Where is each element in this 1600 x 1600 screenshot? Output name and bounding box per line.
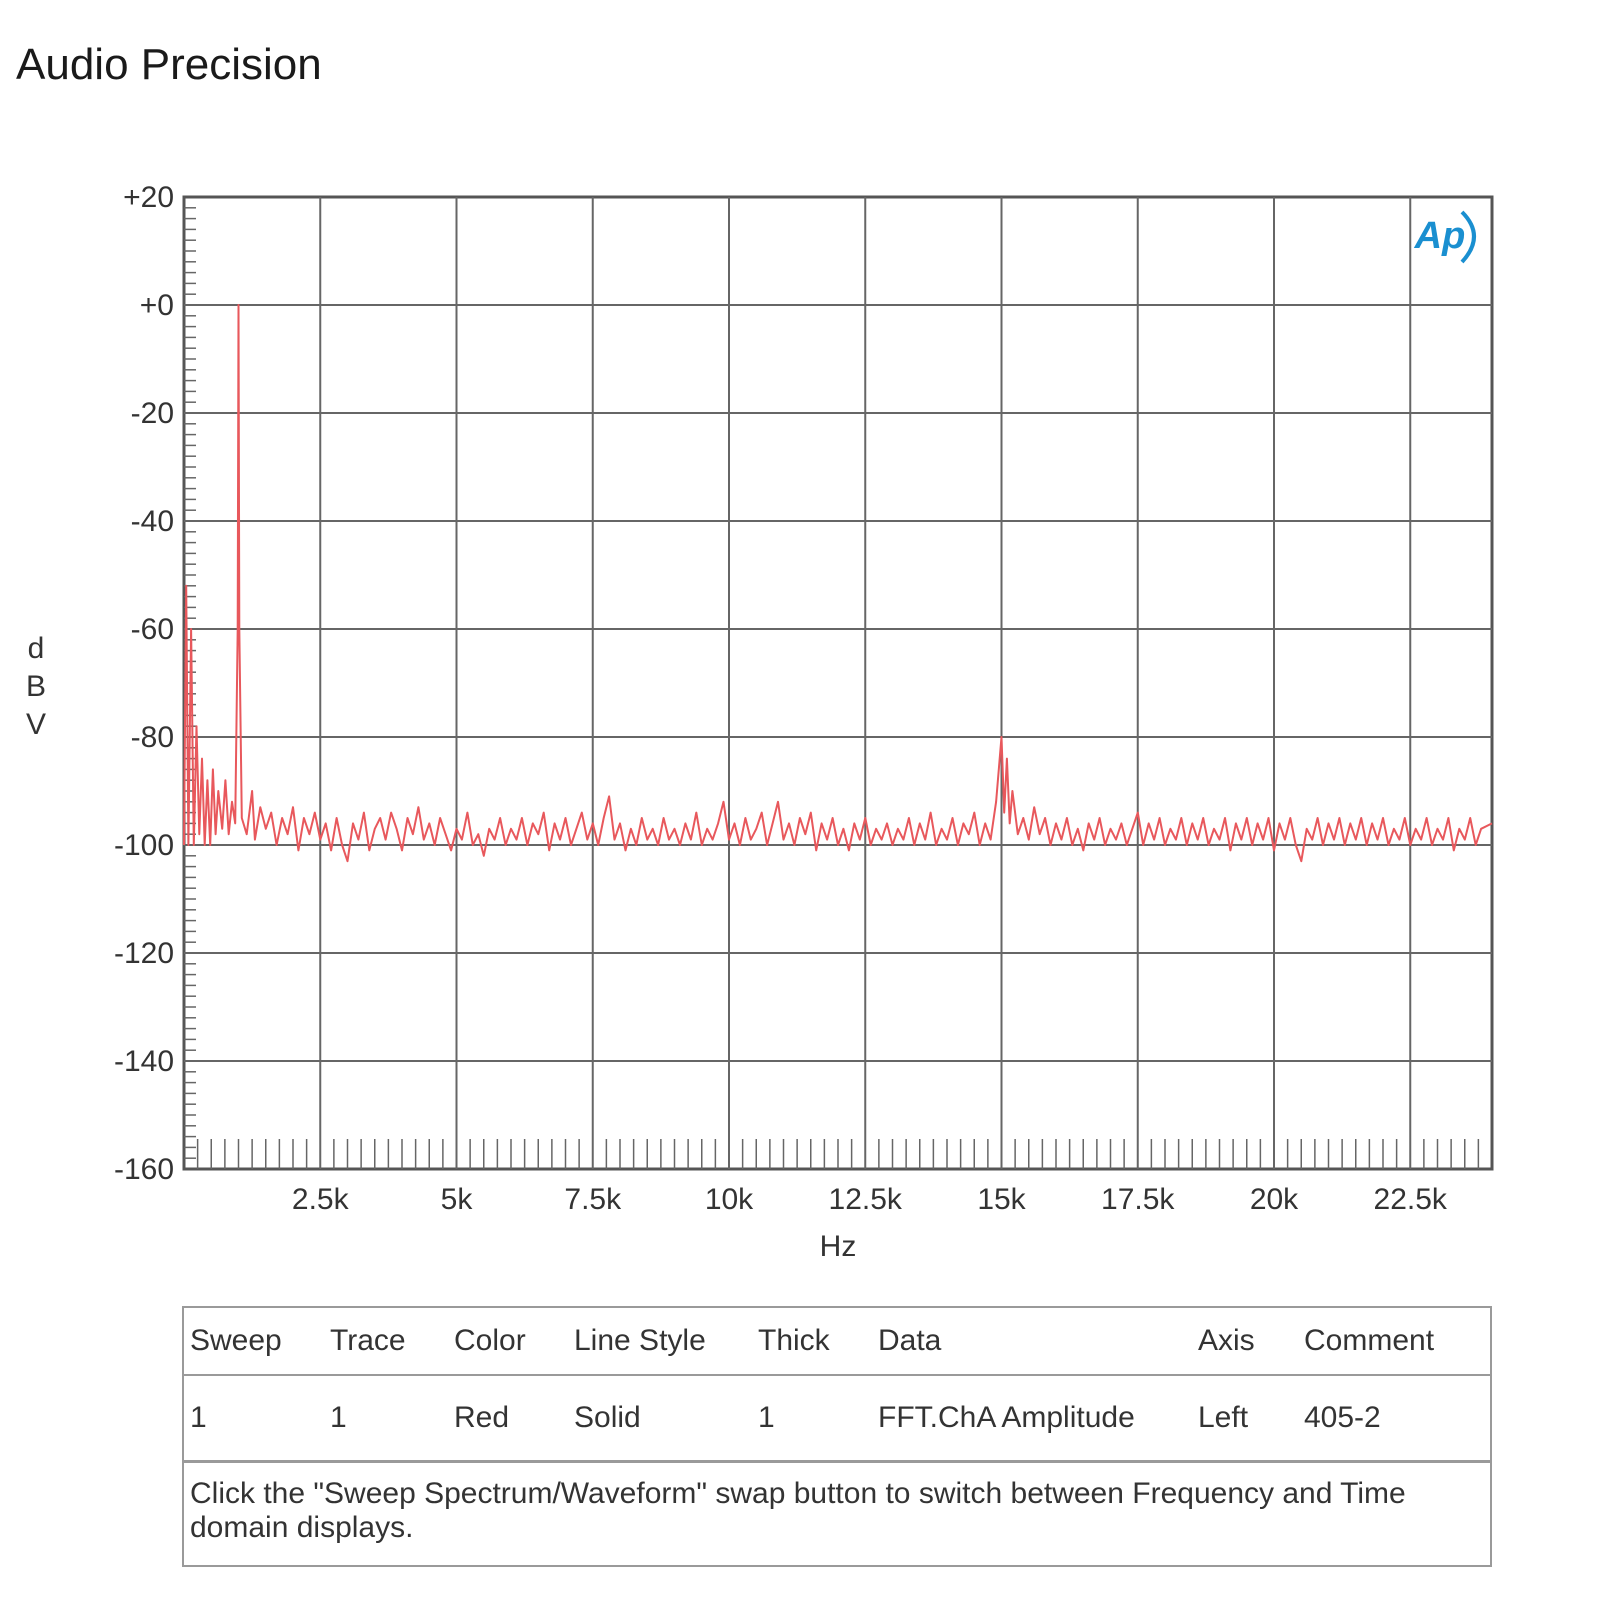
y-tick-label: -100 (114, 829, 174, 862)
legend-cell-trace: 1 (330, 1400, 347, 1434)
x-tick-label: 7.5k (564, 1183, 622, 1216)
x-axis-label: Hz (820, 1230, 857, 1263)
y-axis-label-char: d (28, 632, 45, 665)
legend-header-comment: Comment (1304, 1324, 1435, 1357)
legend-header-data: Data (878, 1324, 942, 1357)
legend-cell-line-style: Solid (574, 1400, 641, 1434)
grid-lines (184, 197, 1492, 1169)
legend-header-thick: Thick (758, 1324, 830, 1357)
legend-row: 1 1 Red Solid 1 FFT.ChA Amplitude Left 4… (183, 1375, 1491, 1461)
legend-header-row: Sweep Trace Color Line Style Thick Data … (183, 1307, 1491, 1375)
x-tick-label: 12.5k (829, 1183, 903, 1216)
legend-table: Sweep Trace Color Line Style Thick Data … (182, 1306, 1492, 1567)
y-tick-label: +20 (123, 181, 174, 214)
legend-header-color: Color (454, 1324, 526, 1357)
legend-cell-sweep: 1 (190, 1400, 207, 1434)
y-axis-label-char: V (26, 708, 46, 741)
y-tick-label: -40 (131, 505, 174, 538)
y-tick-label: -120 (114, 937, 174, 970)
y-axis-label-char: B (26, 670, 46, 703)
plot-area (182, 195, 1494, 1171)
legend-cell-data: FFT.ChA Amplitude (878, 1400, 1135, 1434)
legend-cell-axis: Left (1198, 1400, 1249, 1434)
legend-cell-thick: 1 (758, 1400, 775, 1434)
legend-header-line-style: Line Style (574, 1324, 706, 1357)
page-title: Audio Precision (16, 40, 322, 89)
x-tick-label: 17.5k (1101, 1183, 1175, 1216)
x-tick-label: 2.5k (292, 1183, 350, 1216)
legend-note: Click the "Sweep Spectrum/Waveform" swap… (190, 1476, 1406, 1544)
legend-cell-color: Red (454, 1400, 510, 1434)
legend-cell-comment: 405-2 (1304, 1400, 1381, 1434)
x-tick-label: 15k (977, 1183, 1026, 1216)
ap-logo-icon: Ap (1414, 210, 1476, 264)
y-tick-label: -60 (131, 613, 174, 646)
minor-ticks (184, 207, 1480, 1169)
x-tick-label: 10k (705, 1183, 754, 1216)
legend-header-axis: Axis (1198, 1324, 1255, 1357)
x-tick-label: 22.5k (1374, 1183, 1448, 1216)
ap-logo-text: Ap (1414, 215, 1466, 257)
y-tick-label: +0 (140, 289, 174, 322)
legend-header-sweep: Sweep (190, 1324, 282, 1357)
y-tick-label: -160 (114, 1153, 174, 1186)
series-trace-1 (183, 304, 1493, 863)
y-tick-label: -20 (131, 397, 174, 430)
x-tick-labels: 2.5k 5k 7.5k 10k 12.5k 15k 17.5k 20k 22.5k (292, 1183, 1448, 1216)
legend-header-trace: Trace (330, 1324, 406, 1357)
y-tick-label: -80 (131, 721, 174, 754)
x-tick-label: 5k (441, 1183, 474, 1216)
x-tick-label: 20k (1250, 1183, 1299, 1216)
y-tick-label: -140 (114, 1045, 174, 1078)
y-tick-labels: +20 +0 -20 -40 -60 -80 -100 -120 -140 -160 (114, 181, 174, 1186)
y-axis-label: d B V (26, 632, 46, 741)
chart: +20 +0 -20 -40 -60 -80 -100 -120 -140 -160 2.5k 5k… (26, 181, 1494, 1263)
